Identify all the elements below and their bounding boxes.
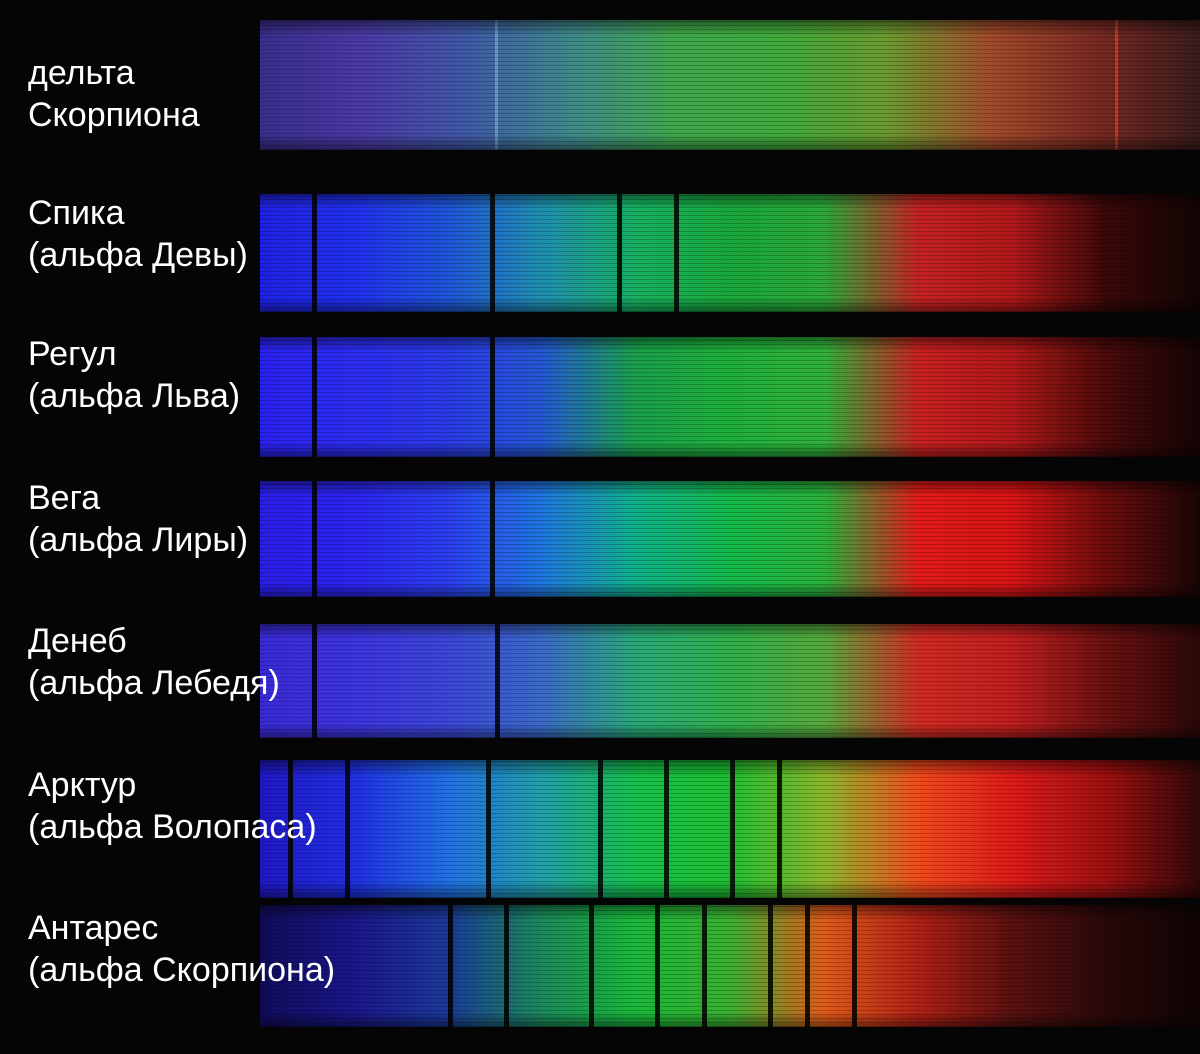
star-label: Вега (альфа Лиры) — [28, 477, 248, 561]
spectrum-row-antares: Антарес (альфа Скорпиона) — [0, 905, 1200, 1050]
spectrum-gradient — [260, 337, 1200, 457]
absorption-line — [664, 760, 670, 898]
star-label: Регул (альфа Льва) — [28, 333, 240, 417]
spectrum-row-regulus: Регул (альфа Льва) — [0, 333, 1200, 463]
spectrum-row-delta-scorpii: дельта Скорпиона — [0, 20, 1200, 155]
spectrum-row-spica: Спика (альфа Девы) — [0, 190, 1200, 320]
spectral-lines — [260, 760, 1200, 898]
spectrum-gradient — [260, 20, 1200, 150]
spectrum-row-deneb: Денеб (альфа Лебедя) — [0, 620, 1200, 745]
spectral-lines — [260, 337, 1200, 457]
spectrum-edge-shade — [260, 194, 1200, 312]
spectrum-row-vega: Вега (альфа Лиры) — [0, 475, 1200, 605]
absorption-line — [654, 905, 660, 1027]
absorption-line — [777, 760, 782, 898]
spectrum-strip — [260, 337, 1200, 457]
spectrum-edge-shade — [260, 624, 1200, 738]
spectrum-texture — [260, 624, 1200, 738]
absorption-line — [485, 760, 491, 898]
spectral-lines — [260, 481, 1200, 597]
spectrum-row-arcturus: Арктур (альфа Волопаса) — [0, 760, 1200, 900]
star-subname: (альфа Волопаса) — [28, 808, 317, 846]
spectral-lines — [260, 905, 1200, 1027]
absorption-line — [767, 905, 773, 1027]
absorption-line — [805, 905, 811, 1027]
spectral-lines — [260, 194, 1200, 312]
spectrum-gradient — [260, 905, 1200, 1027]
star-subname: (альфа Льва) — [28, 377, 241, 415]
star-label: Арктур (альфа Волопаса) — [28, 764, 317, 848]
star-subname: (альфа Лебедя) — [28, 664, 280, 702]
absorption-line — [448, 905, 453, 1027]
spectrum-strip — [260, 194, 1200, 312]
spectrum-strip — [260, 20, 1200, 150]
absorption-line — [344, 760, 350, 898]
star-subname: (альфа Лиры) — [28, 521, 249, 559]
spectrum-edge-shade — [260, 760, 1200, 898]
emission-line — [495, 20, 498, 150]
star-subname: (альфа Скорпиона) — [28, 951, 336, 989]
star-label: дельта Скорпиона — [28, 52, 200, 136]
star-name: Вега — [28, 479, 101, 517]
spectral-lines — [260, 624, 1200, 738]
star-subname: (альфа Девы) — [28, 236, 248, 274]
emission-line — [1115, 20, 1119, 150]
absorption-line — [495, 624, 500, 738]
star-name: Антарес — [28, 909, 159, 947]
spectrum-edge-shade — [260, 337, 1200, 457]
absorption-line — [288, 760, 294, 898]
absorption-line — [730, 760, 735, 898]
spectrum-strip — [260, 624, 1200, 738]
absorption-line — [504, 905, 510, 1027]
absorption-line — [701, 905, 707, 1027]
star-name: дельта — [28, 54, 135, 92]
absorption-line — [617, 194, 623, 312]
star-name: Арктур — [28, 766, 137, 804]
spectrum-texture — [260, 481, 1200, 597]
spectrum-gradient — [260, 624, 1200, 738]
spectral-lines — [260, 20, 1200, 150]
spectrum-texture — [260, 20, 1200, 150]
spectrum-texture — [260, 337, 1200, 457]
absorption-line — [673, 194, 679, 312]
spectrum-texture — [260, 194, 1200, 312]
absorption-line — [490, 481, 496, 597]
absorption-line — [490, 194, 496, 312]
spectrum-strip — [260, 905, 1200, 1027]
absorption-line — [589, 905, 594, 1027]
star-label: Спика (альфа Девы) — [28, 192, 248, 276]
star-name: Денеб — [28, 622, 127, 660]
absorption-line — [852, 905, 858, 1027]
spectrum-texture — [260, 905, 1200, 1027]
absorption-line — [490, 337, 496, 457]
absorption-line — [311, 624, 317, 738]
absorption-line — [598, 760, 604, 898]
star-label: Антарес (альфа Скорпиона) — [28, 907, 335, 991]
star-name: Регул — [28, 335, 117, 373]
spectrum-edge-shade — [260, 481, 1200, 597]
spectrum-strip — [260, 760, 1200, 898]
absorption-line — [311, 481, 317, 597]
star-label: Денеб (альфа Лебедя) — [28, 620, 280, 704]
spectrum-edge-shade — [260, 905, 1200, 1027]
star-subname: Скорпиона — [28, 96, 200, 134]
spectrum-gradient — [260, 194, 1200, 312]
absorption-line — [311, 337, 317, 457]
absorption-line — [311, 194, 317, 312]
spectrum-edge-shade — [260, 20, 1200, 150]
star-name: Спика — [28, 194, 125, 232]
spectrum-strip — [260, 481, 1200, 597]
spectrum-gradient — [260, 481, 1200, 597]
spectrum-texture — [260, 760, 1200, 898]
